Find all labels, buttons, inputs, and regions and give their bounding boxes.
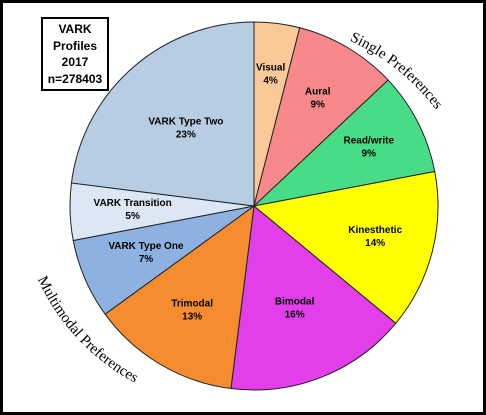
pie-slice-read-write <box>252 79 436 207</box>
slice-category-label: Read/write <box>343 136 394 147</box>
slice-value-label: 7% <box>139 254 154 265</box>
chart-title-box: VARK Profiles 2017 n=278403 <box>41 17 109 91</box>
slice-value-label: 4% <box>263 76 278 87</box>
title-line: Profiles <box>52 38 97 53</box>
title-line: n=278403 <box>47 71 103 86</box>
slice-value-label: 23% <box>176 130 196 141</box>
slice-category-label: VARK Transition <box>94 198 172 209</box>
slice-label: Trimodal 13% <box>171 299 213 323</box>
pie-slice-kinesthetic <box>252 170 439 324</box>
slice-label: Bimodal 16% <box>275 297 315 321</box>
slice-label: VARK Transition 5% <box>94 198 172 222</box>
slice-label: VARK Type One 7% <box>108 241 184 265</box>
slice-value-label: 9% <box>310 99 325 110</box>
title-line: 2017 <box>61 55 89 69</box>
slice-value-label: 5% <box>125 211 140 222</box>
slice-label: Aural 9% <box>305 86 331 110</box>
slice-label: Kinesthetic 14% <box>348 225 402 249</box>
pie-slice-aural <box>253 27 389 208</box>
slice-label: Read/write 9% <box>343 136 394 160</box>
slice-category-label: VARK Type Two <box>148 117 223 128</box>
pie-slice-vark-type-two <box>70 21 255 207</box>
slice-category-label: Bimodal <box>275 297 315 308</box>
slice-category-label: Trimodal <box>171 299 213 310</box>
slice-value-label: 13% <box>182 312 202 323</box>
pie-slice-labels: Visual 4% Aural 9% Read/write 9% Kinesthetic 14… <box>94 63 403 323</box>
slice-category-label: Aural <box>305 86 331 97</box>
slice-label: VARK Type Two 23% <box>148 117 223 141</box>
pie-slice-bimodal <box>230 205 397 391</box>
title-line: VARK <box>58 22 92 36</box>
slice-value-label: 14% <box>365 238 385 249</box>
pie-slices <box>69 21 439 391</box>
slice-category-label: VARK Type One <box>108 241 184 252</box>
slice-value-label: 9% <box>362 149 377 160</box>
slice-category-label: Visual <box>256 63 285 74</box>
slice-value-label: 16% <box>285 310 305 321</box>
slice-category-label: Kinesthetic <box>348 225 402 236</box>
pie-slice-trimodal <box>104 204 255 390</box>
slice-label: Visual 4% <box>256 63 285 87</box>
